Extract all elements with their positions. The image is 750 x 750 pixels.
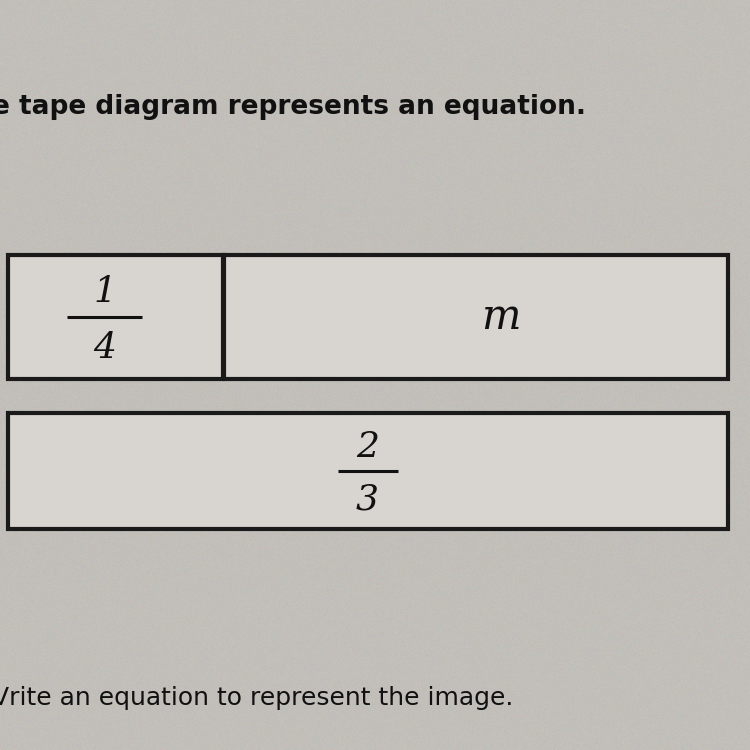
Text: Vrite an equation to represent the image.: Vrite an equation to represent the image…: [0, 686, 514, 710]
Bar: [8, 255, 223, 379]
Text: 1: 1: [93, 275, 116, 309]
Bar: [224, 255, 728, 379]
Bar: [8, 413, 728, 529]
Text: e tape diagram represents an equation.: e tape diagram represents an equation.: [0, 94, 586, 120]
Text: 3: 3: [356, 483, 379, 517]
Text: 4: 4: [93, 331, 116, 364]
Text: 2: 2: [356, 430, 379, 464]
Text: m: m: [481, 296, 520, 338]
